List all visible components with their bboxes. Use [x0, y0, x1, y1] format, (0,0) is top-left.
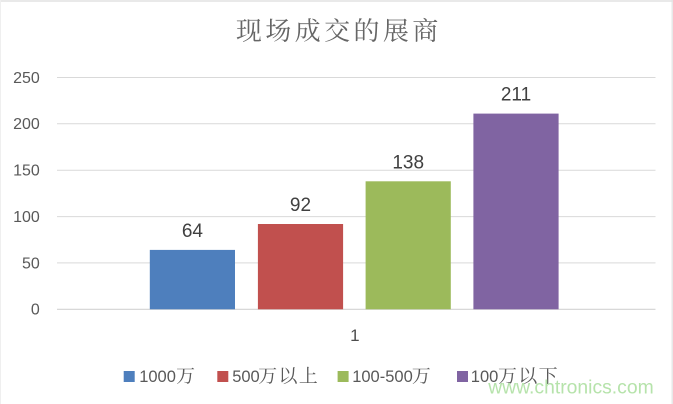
svg-text:100-500: 100-500	[352, 368, 413, 386]
svg-text:1000: 1000	[139, 368, 176, 386]
svg-text:500: 500	[232, 368, 260, 386]
svg-text:250: 250	[13, 70, 40, 87]
svg-text:92: 92	[290, 195, 311, 216]
svg-text:64: 64	[182, 221, 204, 242]
svg-text:100: 100	[13, 209, 40, 226]
svg-text:138: 138	[392, 152, 424, 173]
svg-text:211: 211	[501, 85, 531, 106]
svg-text:150: 150	[13, 163, 40, 180]
svg-text:0: 0	[31, 302, 40, 319]
svg-text:50: 50	[22, 255, 40, 272]
svg-text:1: 1	[350, 326, 359, 345]
svg-text:100: 100	[471, 368, 499, 386]
svg-text:www.chtronics.com: www.chtronics.com	[487, 377, 654, 399]
svg-text:200: 200	[13, 116, 40, 133]
